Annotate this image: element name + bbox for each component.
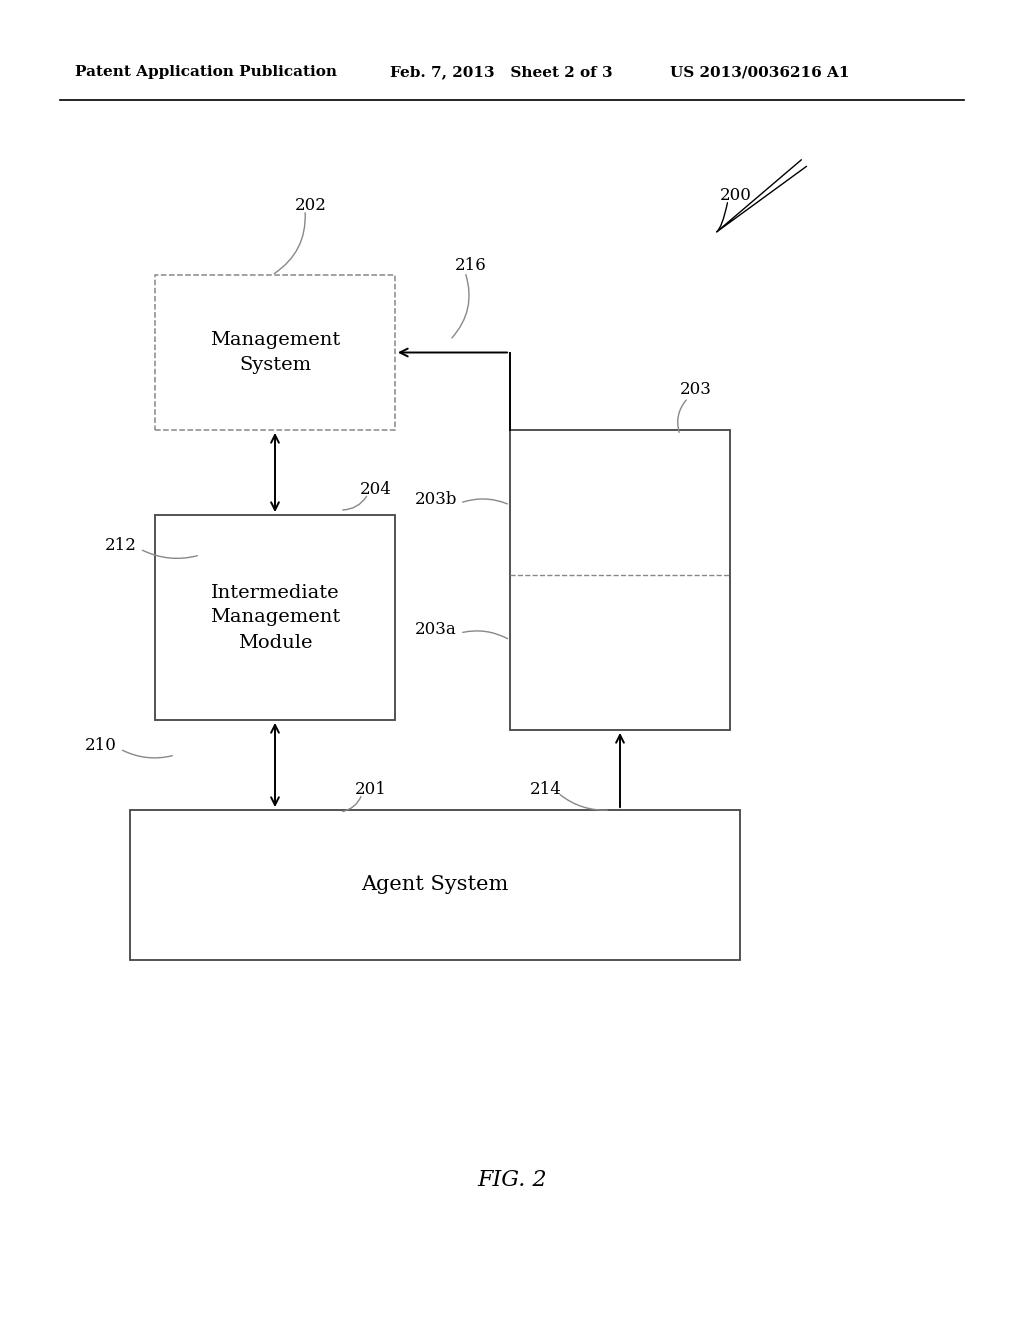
Bar (155, 275, 395, 430)
Bar (130, 810, 740, 960)
Bar (155, 515, 395, 719)
Text: 201: 201 (355, 781, 387, 799)
Text: 204: 204 (360, 482, 392, 499)
Text: 216: 216 (455, 256, 486, 273)
Text: 203b: 203b (415, 491, 458, 508)
Text: Feb. 7, 2013   Sheet 2 of 3: Feb. 7, 2013 Sheet 2 of 3 (390, 65, 612, 79)
Text: 214: 214 (530, 781, 562, 799)
Text: Intermediate
Management
Module: Intermediate Management Module (210, 583, 340, 652)
Text: 203a: 203a (415, 622, 457, 639)
Text: 210: 210 (85, 737, 117, 754)
Text: FIG. 2: FIG. 2 (477, 1170, 547, 1191)
Text: Management
System: Management System (210, 331, 340, 374)
Text: 203: 203 (680, 381, 712, 399)
Text: Patent Application Publication: Patent Application Publication (75, 65, 337, 79)
Text: US 2013/0036216 A1: US 2013/0036216 A1 (670, 65, 850, 79)
Text: 200: 200 (720, 186, 752, 203)
Bar (510, 430, 730, 730)
Text: 202: 202 (295, 197, 327, 214)
Text: Agent System: Agent System (361, 875, 509, 895)
Text: 212: 212 (105, 536, 137, 553)
